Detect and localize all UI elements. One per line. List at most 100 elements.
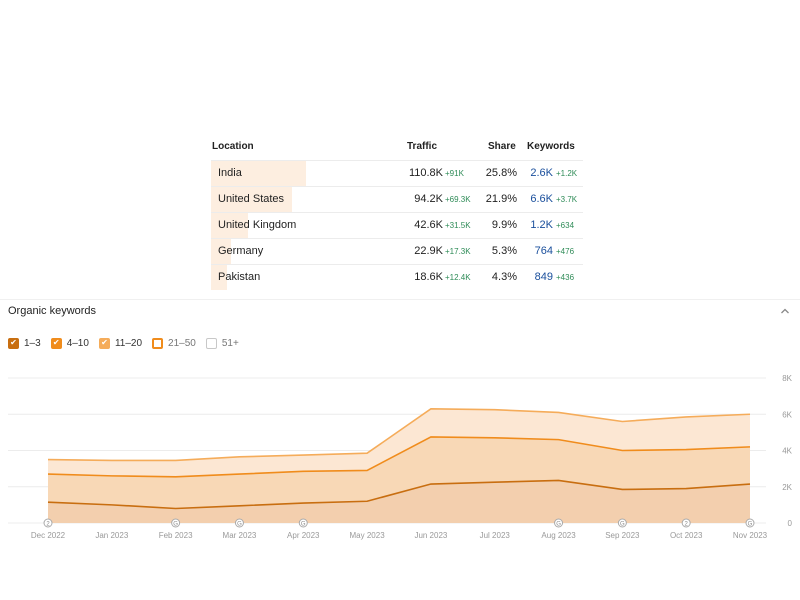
organic-keywords-chart: 8K 6K 4K 2K 0 Dec 2022 Jan 2023 Feb 2023 Mar 202… — [8, 374, 793, 540]
x-tick-label: Nov 2023 — [733, 531, 768, 540]
share-value: 9.9% — [491, 219, 517, 231]
share-value: 21.9% — [485, 193, 517, 205]
legend-item-3[interactable]: ✔ 11–20 — [98, 337, 143, 349]
keywords-delta: +634 — [556, 221, 575, 230]
checkbox-icon[interactable]: ✔ — [8, 337, 19, 349]
annotation-marker[interactable]: G — [171, 518, 181, 528]
traffic-value: 22.9K — [414, 245, 443, 257]
keywords-value[interactable]: 849 — [534, 271, 553, 283]
header-share[interactable]: Share — [488, 141, 516, 152]
header-traffic[interactable]: Traffic — [407, 141, 438, 152]
location-name[interactable]: United Kingdom — [218, 219, 297, 231]
legend-item-4[interactable]: 21–50 — [152, 337, 196, 349]
svg-text:G: G — [748, 522, 753, 528]
checkbox-icon[interactable]: ✔ — [50, 337, 62, 349]
share-value: 25.8% — [485, 167, 517, 179]
location-name[interactable]: Pakistan — [218, 271, 261, 283]
traffic-value: 42.6K — [414, 219, 443, 231]
legend-label: 1–3 — [24, 337, 41, 349]
y-tick-label: 6K — [782, 410, 792, 419]
table-row[interactable]: United States 94.2K +69.3K 21.9% 6.6K +3.7K — [211, 186, 583, 212]
x-tick-label: Jun 2023 — [414, 531, 447, 540]
section-divider — [0, 299, 800, 300]
legend-label: 4–10 — [66, 337, 89, 349]
annotation-marker[interactable]: G — [617, 518, 627, 528]
x-tick-label: Aug 2023 — [541, 531, 576, 540]
y-tick-label: 0 — [788, 519, 793, 528]
y-tick-label: 4K — [782, 447, 792, 456]
keywords-value[interactable]: 6.6K — [530, 193, 553, 205]
annotation-marker[interactable]: G — [298, 518, 308, 528]
keywords-value[interactable]: 2.6K — [530, 167, 553, 179]
x-tick-label: Jan 2023 — [95, 531, 128, 540]
keywords-value[interactable]: 764 — [534, 245, 553, 257]
traffic-delta: +17.3K — [445, 247, 471, 256]
traffic-delta: +31.5K — [445, 221, 471, 230]
legend-item-1[interactable]: ✔ 1–3 — [8, 337, 41, 349]
location-table-header: Location Traffic Share Keywords — [211, 134, 583, 160]
share-value: 4.3% — [491, 271, 517, 283]
keywords-value[interactable]: 1.2K — [530, 219, 553, 231]
svg-text:G: G — [173, 522, 178, 528]
header-location[interactable]: Location — [212, 141, 254, 152]
area-1 — [48, 480, 750, 523]
legend-label: 21–50 — [168, 337, 196, 349]
location-name[interactable]: India — [218, 167, 242, 179]
share-value: 5.3% — [491, 245, 517, 257]
checkbox-icon[interactable] — [205, 337, 217, 349]
location-table-body: India 110.8K +91K 25.8% 2.6K +1.2K United Stat… — [211, 160, 583, 290]
traffic-value: 94.2K — [414, 193, 443, 205]
keywords-delta: +476 — [556, 247, 575, 256]
y-tick-label: 2K — [782, 483, 792, 492]
table-row[interactable]: India 110.8K +91K 25.8% 2.6K +1.2K — [211, 160, 583, 186]
x-tick-label: May 2023 — [350, 531, 386, 540]
x-tick-label: Dec 2022 — [31, 531, 66, 540]
svg-text:G: G — [556, 522, 561, 528]
x-tick-label: Jul 2023 — [480, 531, 511, 540]
location-name[interactable]: United States — [218, 193, 285, 205]
annotation-marker[interactable]: G — [234, 518, 244, 528]
legend-label: 11–20 — [114, 337, 143, 349]
svg-text:G: G — [301, 522, 306, 528]
series-line-1[interactable] — [47, 479, 751, 510]
checkbox-icon[interactable] — [152, 337, 164, 349]
series-line-3[interactable] — [47, 408, 751, 462]
share-bar — [211, 265, 227, 290]
keywords-delta: +3.7K — [556, 195, 578, 204]
svg-text:2: 2 — [685, 522, 689, 528]
table-row[interactable]: Germany 22.9K +17.3K 5.3% 764 +476 — [211, 238, 583, 264]
x-tick-label: Oct 2023 — [670, 531, 703, 540]
x-tick-label: Feb 2023 — [159, 531, 193, 540]
traffic-delta: +69.3K — [445, 195, 471, 204]
header-keywords[interactable]: Keywords — [527, 141, 575, 152]
annotation-marker[interactable]: G — [554, 518, 564, 528]
x-tick-label: Sep 2023 — [605, 531, 640, 540]
x-tick-label: Apr 2023 — [287, 531, 320, 540]
chevron-up-icon[interactable] — [779, 304, 791, 316]
location-name[interactable]: Germany — [218, 245, 264, 257]
organic-keywords-title: Organic keywords — [8, 305, 97, 317]
annotation-marker[interactable]: 2 — [681, 518, 691, 528]
share-bar — [211, 213, 248, 238]
traffic-value: 110.8K — [408, 167, 443, 179]
annotation-marker[interactable]: 2 — [43, 518, 53, 528]
checkbox-icon[interactable]: ✔ — [98, 337, 110, 349]
series-line-2[interactable] — [47, 436, 751, 478]
legend-item-2[interactable]: ✔ 4–10 — [50, 337, 89, 349]
share-bar — [211, 161, 306, 186]
traffic-value: 18.6K — [414, 271, 443, 283]
table-row[interactable]: United Kingdom 42.6K +31.5K 9.9% 1.2K +634 — [211, 212, 583, 238]
legend-label: 51+ — [221, 337, 239, 349]
y-tick-label: 8K — [782, 374, 792, 383]
location-table: Location Traffic Share Keywords India 110… — [211, 134, 583, 290]
svg-text:2: 2 — [46, 522, 50, 528]
svg-text:G: G — [237, 522, 242, 528]
keywords-delta: +1.2K — [556, 169, 578, 178]
svg-text:G: G — [620, 522, 625, 528]
position-legend: ✔ 1–3 ✔ 4–10 ✔ 11–20 21–50 51+ — [8, 336, 249, 350]
traffic-delta: +12.4K — [445, 273, 471, 282]
legend-item-5[interactable]: 51+ — [205, 337, 239, 349]
table-row[interactable]: Pakistan 18.6K +12.4K 4.3% 849 +436 — [211, 264, 583, 290]
x-tick-label: Mar 2023 — [223, 531, 257, 540]
annotation-marker[interactable]: G — [745, 518, 755, 528]
